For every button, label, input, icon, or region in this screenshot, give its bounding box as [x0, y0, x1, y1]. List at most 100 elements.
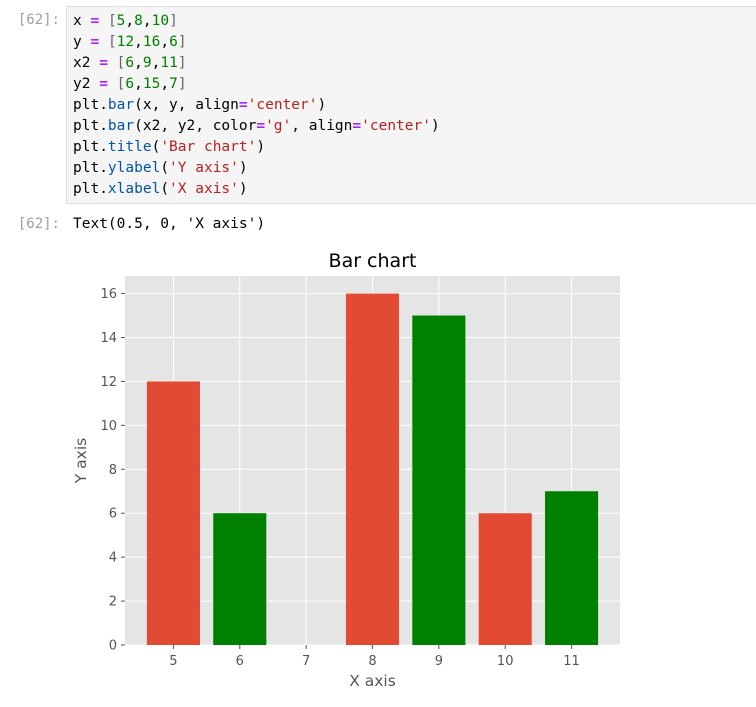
code-token: , align	[291, 118, 353, 134]
code-token: ,	[125, 13, 135, 29]
code-token: [	[107, 13, 117, 29]
code-token: ,	[134, 76, 143, 92]
code-token: y	[73, 34, 91, 50]
code-line: plt.ylabel('Y axis')	[73, 158, 440, 179]
code-token: 6	[125, 76, 135, 92]
code-token: 7	[169, 76, 178, 92]
code-token: ,	[134, 55, 143, 71]
code-token: [	[107, 34, 117, 50]
bar	[545, 491, 599, 645]
code-token: 'center'	[361, 118, 431, 134]
code-token: =	[352, 118, 362, 134]
code-line: x2 = [6,9,11]	[73, 53, 440, 74]
code-token: plt.	[73, 139, 108, 155]
code-token: title	[107, 139, 152, 155]
y-tick-label: 16	[100, 287, 117, 302]
chart-title: Bar chart	[329, 250, 417, 272]
code-token	[99, 13, 108, 29]
code-token: ,	[142, 13, 152, 29]
output-prompt: [62]:	[17, 216, 60, 232]
code-token: )	[238, 181, 248, 197]
y-tick-label: 6	[109, 507, 117, 522]
code-line: y2 = [6,15,7]	[73, 74, 440, 95]
y-axis-label: Y axis	[72, 438, 90, 484]
code-token: 'X axis'	[169, 181, 239, 197]
code-token: 5	[116, 13, 126, 29]
code-line: plt.xlabel('X axis')	[73, 179, 440, 200]
code-token: x	[73, 13, 91, 29]
x-tick-label: 5	[169, 654, 177, 669]
code-line: x = [5,8,10]	[73, 11, 440, 32]
code-token: [	[116, 76, 126, 92]
code-token: )	[256, 139, 266, 155]
code-token: =	[90, 13, 100, 29]
code-token: 10	[151, 13, 170, 29]
code-input-area[interactable]: x = [5,8,10] y = [12,16,6] x2 = [6,9,11] y2…	[66, 6, 756, 204]
code-line: plt.title('Bar chart')	[73, 137, 440, 158]
code-token: )	[317, 97, 327, 113]
code-token: (x, y, align	[134, 97, 239, 113]
code-line: y = [12,16,6]	[73, 32, 440, 53]
code-line: plt.bar(x, y, align='center')	[73, 95, 440, 116]
code-token: (x2, y2, color	[134, 118, 257, 134]
code-token: bar	[107, 97, 135, 113]
code-token: ]	[177, 76, 187, 92]
code-token: 'Bar chart'	[160, 139, 257, 155]
code-token: ]	[169, 13, 178, 29]
x-tick-label: 7	[302, 654, 310, 669]
code-token: 12	[116, 34, 135, 50]
code-token	[108, 55, 117, 71]
code-token: ,	[134, 34, 143, 50]
y-tick-label: 10	[100, 419, 117, 434]
bar	[345, 293, 400, 645]
code-token: (	[160, 160, 170, 176]
y-tick-label: 14	[100, 331, 117, 346]
code-token: 'Y axis'	[169, 160, 239, 176]
code-token: 'center'	[247, 97, 318, 113]
input-prompt: [62]:	[17, 12, 60, 28]
code-token: bar	[107, 118, 135, 134]
x-tick-label: 11	[563, 654, 580, 669]
code-token: ,	[151, 55, 161, 71]
code-token: =	[99, 55, 108, 71]
code-token: =	[90, 34, 100, 50]
code-line: plt.bar(x2, y2, color='g', align='center…	[73, 116, 440, 137]
code-token: ]	[177, 34, 187, 50]
code-token: ]	[177, 55, 187, 71]
y-tick-label: 4	[109, 551, 117, 566]
code-token: 16	[142, 34, 161, 50]
bar	[146, 381, 200, 645]
code-token	[108, 76, 117, 92]
code-token: 6	[125, 55, 135, 71]
code-token: x2	[73, 55, 100, 71]
output-text: Text(0.5, 0, 'X axis')	[73, 216, 266, 232]
code-editor[interactable]: x = [5,8,10] y = [12,16,6] x2 = [6,9,11] y2…	[73, 11, 440, 200]
code-token: ylabel	[107, 160, 161, 176]
code-token: plt.	[73, 97, 108, 113]
code-token: (	[151, 139, 161, 155]
code-token: 9	[142, 55, 152, 71]
code-token: [	[116, 55, 126, 71]
code-token: )	[430, 118, 440, 134]
bar-chart: 5 6 7 8 9 10 11 0 2 4 6 8 10 12 14 16 Bar chart X axis Y a…	[72, 250, 620, 690]
bar	[213, 513, 267, 645]
code-token: 6	[169, 34, 178, 50]
x-tick-label: 10	[497, 654, 514, 669]
code-token: 15	[142, 76, 161, 92]
code-token: ,	[160, 76, 170, 92]
code-token	[99, 34, 108, 50]
code-token: y2	[73, 76, 100, 92]
code-token: 'g'	[265, 118, 292, 134]
x-tick-label: 6	[236, 654, 244, 669]
code-token: plt.	[73, 118, 108, 134]
y-tick-label: 8	[109, 463, 117, 478]
x-tick-label: 9	[435, 654, 443, 669]
code-token: =	[256, 118, 266, 134]
code-token: ,	[160, 34, 170, 50]
code-token: 11	[160, 55, 178, 71]
x-tick-label: 8	[368, 654, 376, 669]
y-tick-label: 2	[109, 595, 117, 610]
bar	[412, 315, 466, 645]
code-token: xlabel	[107, 181, 161, 197]
code-token: 8	[134, 13, 143, 29]
